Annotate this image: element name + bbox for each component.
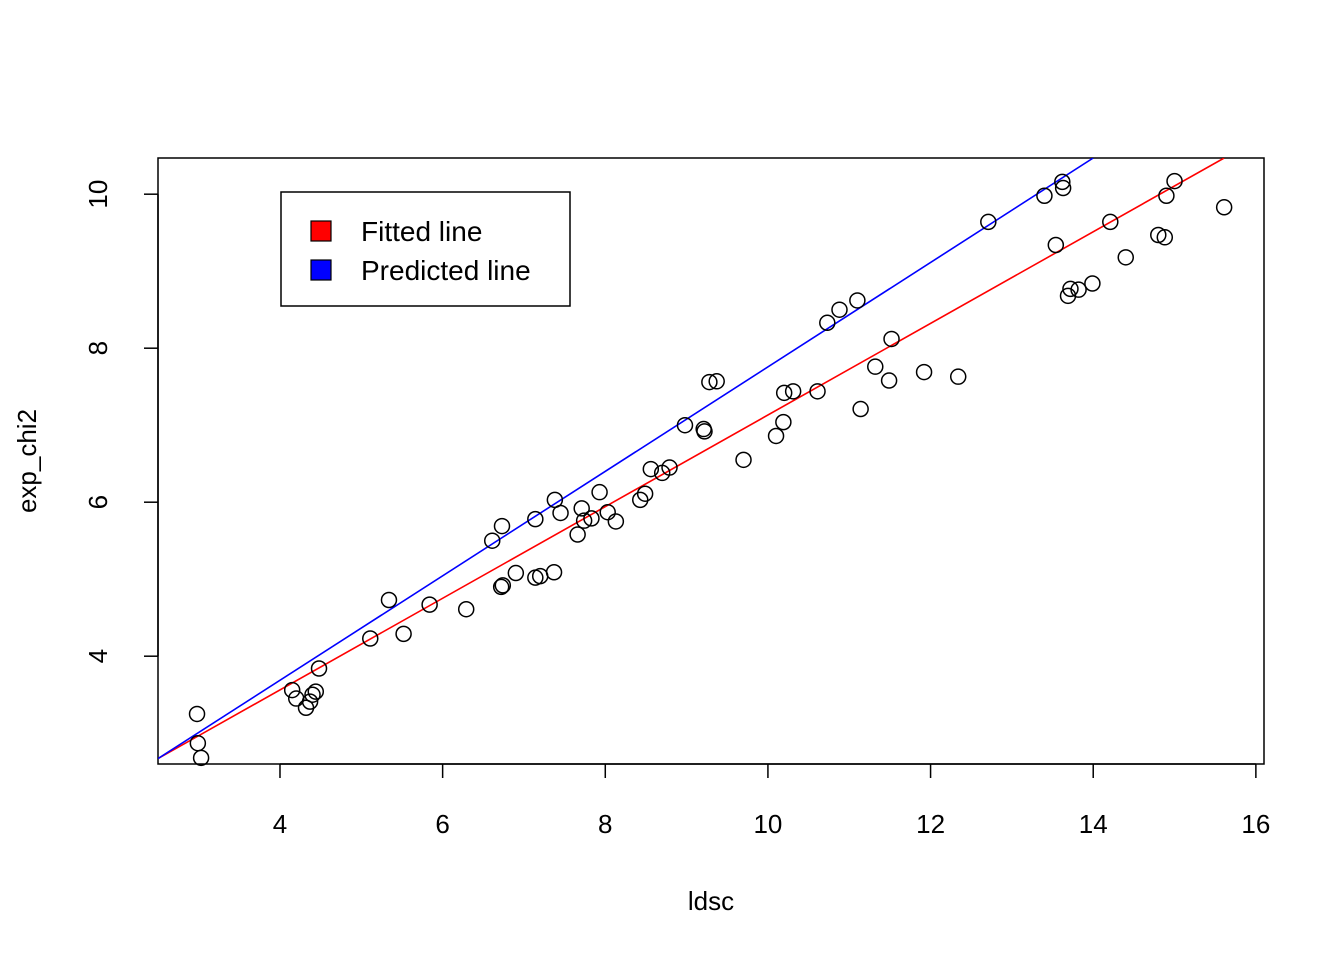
data-point bbox=[676, 416, 694, 434]
data-point bbox=[492, 578, 510, 596]
data-point bbox=[1158, 187, 1175, 204]
data-point bbox=[1062, 280, 1079, 298]
data-point bbox=[636, 485, 654, 502]
data-point bbox=[831, 301, 848, 318]
data-point bbox=[1117, 249, 1134, 266]
legend-label-fitted: Fitted line bbox=[361, 216, 482, 247]
predicted-line bbox=[158, 158, 1094, 760]
data-point bbox=[527, 510, 544, 528]
data-point bbox=[575, 512, 593, 529]
legend-swatch-predicted bbox=[310, 259, 332, 281]
data-point bbox=[569, 526, 586, 543]
legend-box bbox=[280, 191, 571, 307]
legend: Fitted line Predicted line bbox=[280, 191, 571, 307]
data-point bbox=[395, 625, 412, 643]
data-point bbox=[915, 363, 933, 381]
data-point bbox=[192, 749, 210, 767]
data-point bbox=[767, 427, 785, 445]
legend-swatch-fitted bbox=[310, 220, 332, 242]
data-point bbox=[380, 591, 398, 609]
x-axis-title: ldsc bbox=[688, 886, 734, 916]
data-point bbox=[304, 686, 321, 703]
data-point bbox=[1215, 199, 1233, 216]
data-point bbox=[1166, 172, 1183, 190]
x-tick-label: 10 bbox=[753, 809, 782, 839]
data-point bbox=[421, 596, 438, 613]
legend-label-predicted: Predicted line bbox=[361, 255, 531, 286]
data-point bbox=[1047, 236, 1065, 254]
data-point bbox=[310, 660, 328, 677]
y-tick-label: 8 bbox=[83, 341, 113, 355]
data-point bbox=[631, 491, 649, 509]
data-point bbox=[591, 483, 608, 501]
data-point bbox=[283, 681, 301, 699]
data-point bbox=[1150, 226, 1167, 244]
data-point bbox=[1070, 281, 1087, 298]
data-point bbox=[188, 705, 206, 723]
data-point bbox=[1084, 275, 1101, 292]
data-point bbox=[696, 423, 713, 440]
data-point bbox=[980, 213, 997, 231]
data-point bbox=[552, 504, 569, 522]
data-point bbox=[735, 451, 752, 469]
data-point bbox=[883, 330, 900, 348]
data-point bbox=[849, 292, 866, 309]
data-point bbox=[573, 500, 590, 517]
data-point bbox=[819, 314, 836, 332]
regression-lines bbox=[158, 158, 1225, 760]
data-point bbox=[1156, 229, 1174, 246]
data-point bbox=[583, 510, 600, 527]
x-tick-label: 14 bbox=[1079, 809, 1108, 839]
data-point bbox=[708, 373, 725, 390]
y-axis: 4 6 8 10 bbox=[83, 180, 159, 663]
data-point bbox=[494, 577, 512, 594]
data-point bbox=[701, 373, 718, 391]
x-tick-label: 16 bbox=[1241, 809, 1270, 839]
data-point bbox=[545, 564, 563, 581]
data-point bbox=[307, 683, 325, 700]
data-point bbox=[775, 413, 792, 431]
data-point bbox=[642, 460, 660, 478]
data-point bbox=[1054, 173, 1071, 191]
data-point bbox=[483, 532, 501, 549]
data-point bbox=[784, 383, 802, 400]
x-tick-label: 12 bbox=[916, 809, 945, 839]
data-point bbox=[809, 383, 826, 400]
data-point bbox=[607, 513, 625, 530]
data-point bbox=[531, 567, 549, 585]
y-tick-label: 6 bbox=[83, 495, 113, 509]
y-tick-label: 10 bbox=[83, 180, 113, 209]
data-point bbox=[507, 564, 525, 582]
data-point bbox=[775, 384, 793, 402]
x-tick-label: 4 bbox=[273, 809, 287, 839]
data-point bbox=[867, 358, 884, 375]
y-tick-label: 4 bbox=[83, 649, 113, 663]
data-point bbox=[1102, 213, 1119, 231]
data-point bbox=[949, 368, 967, 385]
data-point bbox=[1054, 179, 1072, 197]
data-point bbox=[880, 372, 898, 389]
data-point bbox=[493, 517, 511, 535]
data-point bbox=[457, 600, 475, 618]
data-point bbox=[189, 734, 207, 752]
data-point bbox=[362, 630, 379, 647]
data-point bbox=[301, 693, 319, 710]
y-axis-title: exp_chi2 bbox=[12, 409, 42, 513]
data-point bbox=[1036, 187, 1053, 204]
data-point bbox=[852, 400, 869, 418]
data-point bbox=[599, 503, 616, 521]
data-point bbox=[661, 459, 678, 476]
data-points bbox=[188, 172, 1233, 767]
x-tick-label: 8 bbox=[598, 809, 612, 839]
x-axis: 4 6 8 10 12 14 16 bbox=[273, 763, 1270, 839]
fitted-line bbox=[158, 158, 1225, 760]
x-tick-label: 6 bbox=[435, 809, 449, 839]
data-point bbox=[288, 690, 305, 707]
